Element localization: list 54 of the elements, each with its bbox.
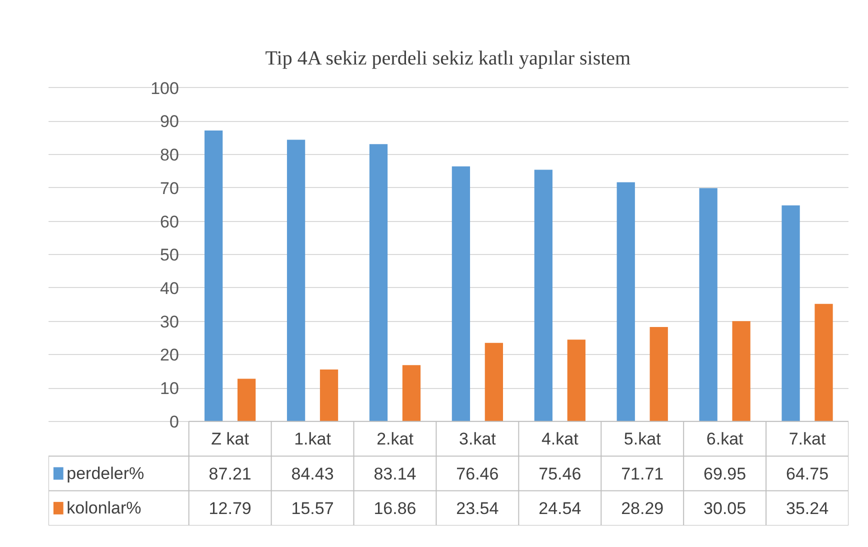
data-label: 12.79 bbox=[208, 499, 252, 518]
bar bbox=[534, 170, 552, 422]
y-tick-label: 40 bbox=[160, 278, 179, 298]
bar bbox=[238, 378, 256, 422]
bar bbox=[452, 166, 470, 422]
data-label: 28.29 bbox=[621, 499, 664, 518]
bar bbox=[204, 130, 223, 422]
y-tick-label: 10 bbox=[160, 379, 179, 398]
bar bbox=[650, 327, 668, 422]
bar bbox=[369, 144, 388, 422]
data-label: 30.05 bbox=[704, 499, 746, 518]
data-label: 23.54 bbox=[456, 499, 499, 518]
data-label: 35.24 bbox=[786, 499, 829, 518]
bar bbox=[286, 140, 306, 422]
y-tick-label: 90 bbox=[160, 112, 179, 132]
bar bbox=[814, 304, 833, 422]
data-label: 15.57 bbox=[291, 499, 334, 518]
data-label: 76.46 bbox=[456, 464, 499, 484]
data-label: 71.71 bbox=[621, 464, 664, 484]
data-label: 64.75 bbox=[786, 464, 829, 484]
data-label: 24.54 bbox=[538, 499, 582, 518]
data-label: 87.21 bbox=[208, 464, 252, 484]
data-label: 75.46 bbox=[538, 464, 582, 484]
x-tick-label: 2.kat bbox=[376, 429, 414, 448]
bar bbox=[616, 182, 635, 422]
bar bbox=[567, 340, 586, 422]
bar bbox=[782, 205, 800, 422]
bar bbox=[732, 321, 750, 422]
data-label: 69.95 bbox=[704, 464, 746, 484]
y-tick-label: 70 bbox=[160, 178, 179, 198]
y-tick-label: 80 bbox=[160, 146, 179, 165]
x-tick-label: 7.kat bbox=[788, 429, 826, 448]
x-tick-label: 1.kat bbox=[294, 429, 332, 448]
x-tick-label: 4.kat bbox=[541, 429, 579, 448]
y-tick-label: 20 bbox=[160, 346, 179, 365]
y-tick-label: 60 bbox=[160, 212, 179, 232]
y-tick-label: 50 bbox=[160, 246, 179, 265]
data-label: 16.86 bbox=[374, 499, 416, 518]
x-tick-label: 6.kat bbox=[706, 429, 744, 448]
data-label: 83.14 bbox=[374, 464, 416, 484]
bar bbox=[484, 342, 504, 422]
bar bbox=[699, 188, 718, 422]
y-tick-label: 30 bbox=[160, 312, 179, 332]
x-tick-label: 3.kat bbox=[459, 429, 496, 448]
legend-label: perdeler% bbox=[66, 464, 144, 483]
chart-title: Tip 4A sekiz perdeli sekiz katlı yapılar sistem bbox=[265, 48, 632, 70]
bar bbox=[320, 369, 338, 422]
legend-label: kolonlar% bbox=[66, 498, 142, 518]
y-tick-label: 0 bbox=[170, 412, 179, 432]
data-label: 84.43 bbox=[291, 464, 334, 484]
bar bbox=[402, 365, 421, 422]
x-tick-label: 5.kat bbox=[624, 429, 662, 448]
x-tick-label: Z kat bbox=[211, 429, 250, 448]
y-tick-label: 100 bbox=[150, 78, 179, 98]
